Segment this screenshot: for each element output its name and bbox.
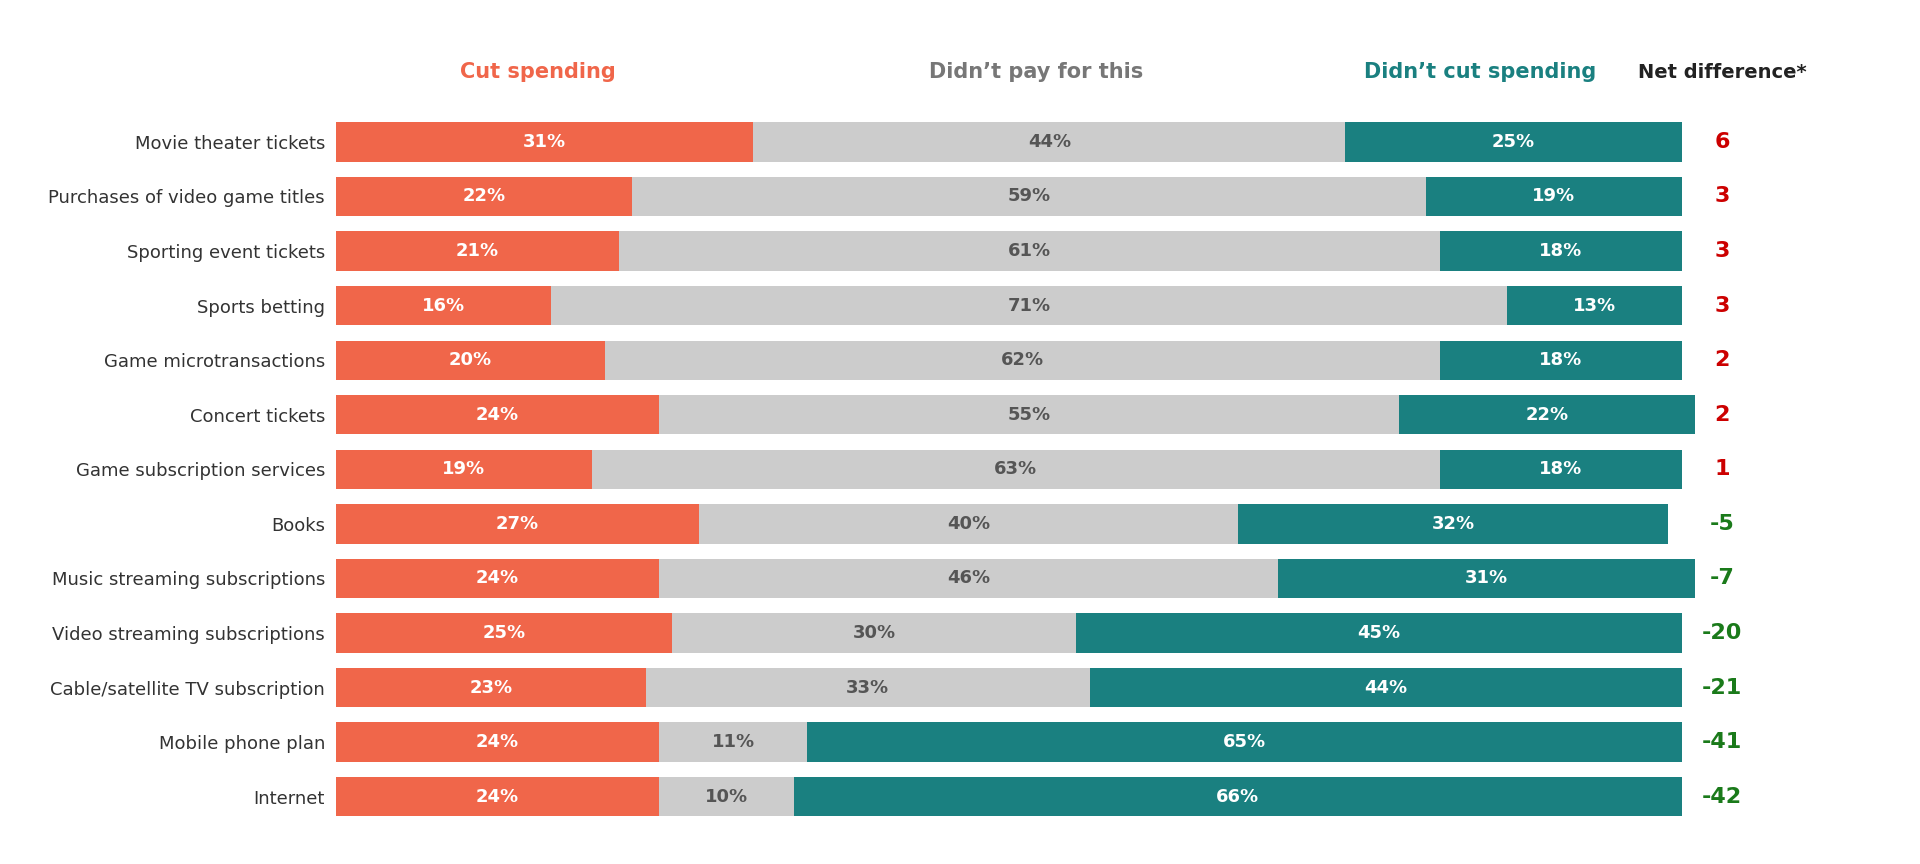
Bar [336, 613, 672, 652]
Text: 18%: 18% [1540, 351, 1582, 369]
Text: Didn’t pay for this: Didn’t pay for this [929, 62, 1142, 82]
Text: 24%: 24% [476, 788, 518, 806]
Text: Cut spending: Cut spending [461, 62, 616, 82]
Text: 6: 6 [1715, 132, 1730, 152]
Bar [1440, 340, 1682, 380]
Text: 44%: 44% [1363, 678, 1407, 696]
Text: 65%: 65% [1223, 734, 1265, 751]
Bar [336, 395, 659, 435]
Text: 23%: 23% [468, 678, 513, 696]
Text: -41: -41 [1701, 732, 1741, 753]
Text: -20: -20 [1701, 623, 1741, 643]
Bar [336, 340, 605, 380]
Bar [336, 449, 591, 489]
Bar [336, 122, 753, 162]
Text: 66%: 66% [1215, 788, 1260, 806]
Bar [659, 395, 1400, 435]
Text: 20%: 20% [449, 351, 492, 369]
Text: 24%: 24% [476, 569, 518, 588]
Text: 25%: 25% [482, 624, 526, 642]
Text: 3: 3 [1715, 295, 1730, 315]
Bar [1077, 613, 1682, 652]
Text: Net difference*: Net difference* [1638, 63, 1807, 82]
Bar [336, 232, 618, 270]
Text: 31%: 31% [522, 133, 566, 151]
Bar [699, 505, 1238, 543]
Text: 45%: 45% [1357, 624, 1400, 642]
Text: 55%: 55% [1008, 406, 1050, 423]
Bar [336, 722, 659, 762]
Text: 3: 3 [1715, 187, 1730, 206]
Text: 62%: 62% [1000, 351, 1044, 369]
Text: 16%: 16% [422, 296, 465, 314]
Text: 24%: 24% [476, 406, 518, 423]
Text: 19%: 19% [1532, 187, 1576, 206]
Text: 30%: 30% [852, 624, 897, 642]
Bar [672, 613, 1077, 652]
Text: 63%: 63% [995, 461, 1037, 479]
Bar [618, 232, 1440, 270]
Text: 2: 2 [1715, 404, 1730, 425]
Bar [1400, 395, 1695, 435]
Text: 44%: 44% [1027, 133, 1071, 151]
Bar [806, 722, 1682, 762]
Text: 21%: 21% [455, 242, 499, 260]
Bar [336, 559, 659, 598]
Text: 46%: 46% [947, 569, 991, 588]
Bar [551, 286, 1507, 325]
Bar [753, 122, 1346, 162]
Text: 22%: 22% [1526, 406, 1569, 423]
Bar [336, 286, 551, 325]
Bar [591, 449, 1440, 489]
Bar [632, 177, 1427, 216]
Text: 18%: 18% [1540, 242, 1582, 260]
Text: 59%: 59% [1008, 187, 1050, 206]
Bar [1279, 559, 1695, 598]
Bar [1346, 122, 1682, 162]
Bar [1440, 449, 1682, 489]
Bar [1427, 177, 1682, 216]
Text: -21: -21 [1701, 677, 1741, 697]
Text: 22%: 22% [463, 187, 505, 206]
Bar [659, 722, 806, 762]
Text: 13%: 13% [1572, 296, 1617, 314]
Bar [659, 559, 1279, 598]
Bar [659, 777, 793, 816]
Text: 1: 1 [1715, 460, 1730, 480]
Text: 25%: 25% [1492, 133, 1536, 151]
Bar [336, 505, 699, 543]
Text: 18%: 18% [1540, 461, 1582, 479]
Bar [793, 777, 1682, 816]
Text: 33%: 33% [847, 678, 889, 696]
Bar [605, 340, 1440, 380]
Text: 27%: 27% [495, 515, 540, 533]
Bar [1440, 232, 1682, 270]
Text: 32%: 32% [1432, 515, 1475, 533]
Text: 61%: 61% [1008, 242, 1050, 260]
Bar [1238, 505, 1668, 543]
Bar [336, 668, 645, 708]
Text: -42: -42 [1703, 787, 1741, 807]
Text: 2: 2 [1715, 350, 1730, 370]
Text: 24%: 24% [476, 734, 518, 751]
Bar [645, 668, 1091, 708]
Text: 19%: 19% [442, 461, 486, 479]
Text: -5: -5 [1711, 514, 1734, 534]
Bar [1507, 286, 1682, 325]
Text: 31%: 31% [1465, 569, 1509, 588]
Bar [1091, 668, 1682, 708]
Text: 71%: 71% [1008, 296, 1050, 314]
Bar [336, 777, 659, 816]
Text: 11%: 11% [712, 734, 755, 751]
Text: 3: 3 [1715, 241, 1730, 261]
Text: 10%: 10% [705, 788, 749, 806]
Bar [336, 177, 632, 216]
Text: 40%: 40% [947, 515, 991, 533]
Text: -7: -7 [1709, 569, 1734, 588]
Text: Didn’t cut spending: Didn’t cut spending [1363, 62, 1596, 82]
